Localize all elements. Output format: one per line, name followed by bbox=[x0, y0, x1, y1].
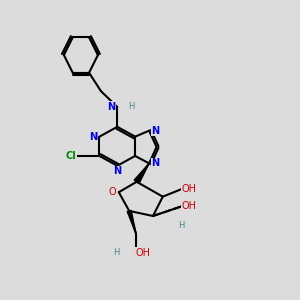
Text: Cl: Cl bbox=[66, 151, 76, 161]
Text: N: N bbox=[107, 102, 116, 112]
Text: H: H bbox=[128, 102, 134, 111]
Text: H: H bbox=[178, 221, 184, 230]
Text: O: O bbox=[108, 187, 116, 197]
Text: N: N bbox=[107, 102, 116, 112]
Polygon shape bbox=[134, 164, 149, 184]
Text: N: N bbox=[151, 126, 159, 136]
Text: Cl: Cl bbox=[66, 151, 76, 161]
Text: N: N bbox=[113, 166, 122, 176]
Text: H: H bbox=[128, 102, 134, 111]
Text: N: N bbox=[89, 132, 97, 142]
Polygon shape bbox=[127, 210, 136, 234]
Text: N: N bbox=[151, 158, 159, 168]
Text: OH: OH bbox=[181, 202, 196, 212]
Text: N: N bbox=[151, 126, 159, 136]
Text: N: N bbox=[113, 166, 122, 176]
Text: OH: OH bbox=[136, 248, 151, 257]
Text: N: N bbox=[89, 132, 97, 142]
Text: H: H bbox=[178, 221, 184, 230]
Text: H: H bbox=[113, 248, 120, 257]
Text: OH: OH bbox=[181, 184, 196, 194]
Text: O: O bbox=[108, 187, 116, 197]
Text: N: N bbox=[151, 158, 159, 168]
Text: OH: OH bbox=[136, 248, 151, 257]
Text: OH: OH bbox=[181, 202, 196, 212]
Text: H: H bbox=[113, 248, 120, 257]
Text: OH: OH bbox=[181, 184, 196, 194]
